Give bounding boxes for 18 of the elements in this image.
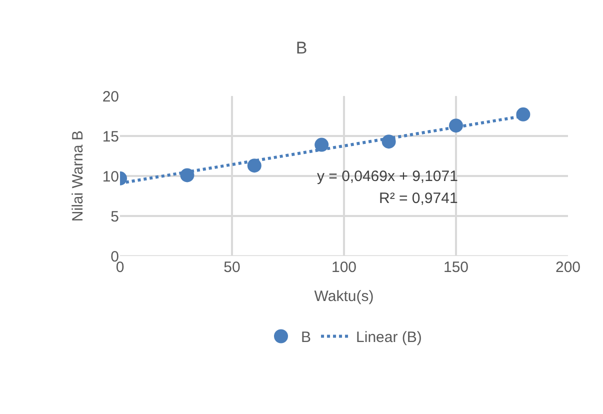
y-tick-label: 20 bbox=[102, 88, 119, 106]
y-tick-label: 5 bbox=[110, 208, 119, 226]
chart-title: B bbox=[296, 38, 308, 58]
legend-label: B bbox=[301, 329, 312, 346]
point bbox=[247, 158, 262, 173]
y-tick-label: 10 bbox=[102, 168, 119, 186]
point bbox=[314, 138, 329, 152]
x-tick-label: 150 bbox=[443, 259, 469, 276]
annotation: R² = 0,9741 bbox=[379, 190, 458, 207]
y-tick-label: 15 bbox=[102, 128, 119, 146]
point bbox=[516, 107, 530, 122]
x-axis-title: Waktu(s) bbox=[314, 288, 374, 305]
x-tick-label: 100 bbox=[331, 259, 357, 276]
x-tick-label: 200 bbox=[555, 259, 581, 276]
legend-label: Linear (B) bbox=[356, 329, 422, 346]
x-tick-label: 50 bbox=[224, 259, 240, 276]
annotation: y = 0,0469x + 9,1071 bbox=[317, 168, 458, 185]
y-axis-title: Nilai Warna B bbox=[70, 130, 87, 222]
